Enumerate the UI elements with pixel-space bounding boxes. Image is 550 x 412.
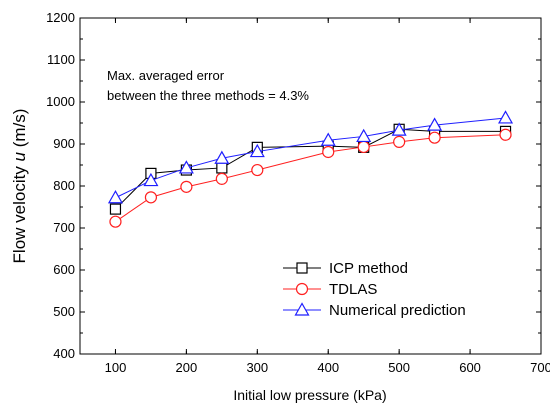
x-tick-label: 700 bbox=[530, 360, 550, 375]
legend-marker bbox=[295, 282, 309, 296]
y-tick-label: 1200 bbox=[46, 10, 75, 25]
legend-item: ICP method bbox=[283, 260, 408, 277]
data-point bbox=[109, 215, 122, 228]
data-point bbox=[107, 190, 123, 204]
y-axis-title-prefix: Flow velocity bbox=[10, 161, 29, 263]
series-line bbox=[115, 134, 506, 223]
x-tick-label: 100 bbox=[105, 360, 127, 375]
x-axis: 100 200 300 400 500 600 700 bbox=[105, 18, 550, 375]
legend-label: TDLAS bbox=[329, 281, 377, 298]
data-point bbox=[498, 110, 514, 124]
y-tick-label: 600 bbox=[53, 262, 75, 277]
x-tick-label: 500 bbox=[388, 360, 410, 375]
data-point bbox=[144, 191, 158, 204]
x-tick-label: 300 bbox=[246, 360, 268, 375]
y-axis-title: Flow velocity u (m/s) bbox=[10, 109, 29, 264]
y-tick-label: 1000 bbox=[46, 94, 75, 109]
data-point bbox=[251, 163, 264, 177]
series-circle bbox=[109, 128, 512, 228]
series-line bbox=[115, 128, 506, 210]
data-point bbox=[499, 128, 512, 141]
series-layer bbox=[107, 110, 514, 228]
legend-item: Numerical prediction bbox=[283, 302, 466, 319]
series-square bbox=[109, 123, 512, 215]
x-axis-title: Initial low pressure (kPa) bbox=[233, 387, 386, 403]
data-point bbox=[249, 143, 265, 158]
data-point bbox=[428, 131, 441, 144]
data-point bbox=[109, 203, 122, 215]
x-tick-label: 200 bbox=[176, 360, 198, 375]
legend-marker bbox=[294, 302, 310, 316]
data-point bbox=[320, 132, 336, 146]
legend-marker bbox=[296, 262, 308, 274]
y-axis-title-symbol: u bbox=[10, 151, 29, 161]
y-tick-label: 900 bbox=[53, 136, 75, 151]
y-tick-label: 500 bbox=[53, 304, 75, 319]
data-point bbox=[393, 135, 406, 148]
data-point bbox=[391, 122, 407, 136]
y-axis: 400 500 600 700 800 900 1000 1100 1200 bbox=[46, 10, 541, 361]
series-triangle bbox=[107, 110, 514, 204]
data-point bbox=[357, 140, 370, 154]
series-line bbox=[115, 117, 506, 199]
y-tick-label: 700 bbox=[53, 220, 75, 235]
data-point bbox=[143, 172, 159, 187]
data-point bbox=[215, 172, 228, 185]
legend-item: TDLAS bbox=[283, 281, 377, 298]
legend-label: Numerical prediction bbox=[329, 302, 466, 319]
data-point bbox=[180, 180, 193, 193]
y-tick-label: 400 bbox=[53, 346, 75, 361]
x-tick-label: 400 bbox=[317, 360, 339, 375]
legend-label: ICP method bbox=[329, 260, 408, 277]
x-tick-label: 600 bbox=[459, 360, 481, 375]
data-point bbox=[427, 117, 443, 131]
y-tick-label: 1100 bbox=[47, 52, 75, 67]
data-point bbox=[214, 150, 230, 164]
data-point bbox=[322, 145, 335, 159]
data-point bbox=[178, 160, 194, 174]
legend: ICP method TDLAS Numerical prediction bbox=[283, 260, 466, 319]
data-point bbox=[356, 128, 372, 143]
annotation-line-1: Max. averaged error bbox=[107, 68, 225, 83]
y-tick-label: 800 bbox=[53, 178, 75, 193]
y-axis-title-suffix: (m/s) bbox=[10, 109, 29, 152]
data-point bbox=[216, 162, 228, 174]
annotation-line-2: between the three methods = 4.3% bbox=[107, 88, 309, 103]
